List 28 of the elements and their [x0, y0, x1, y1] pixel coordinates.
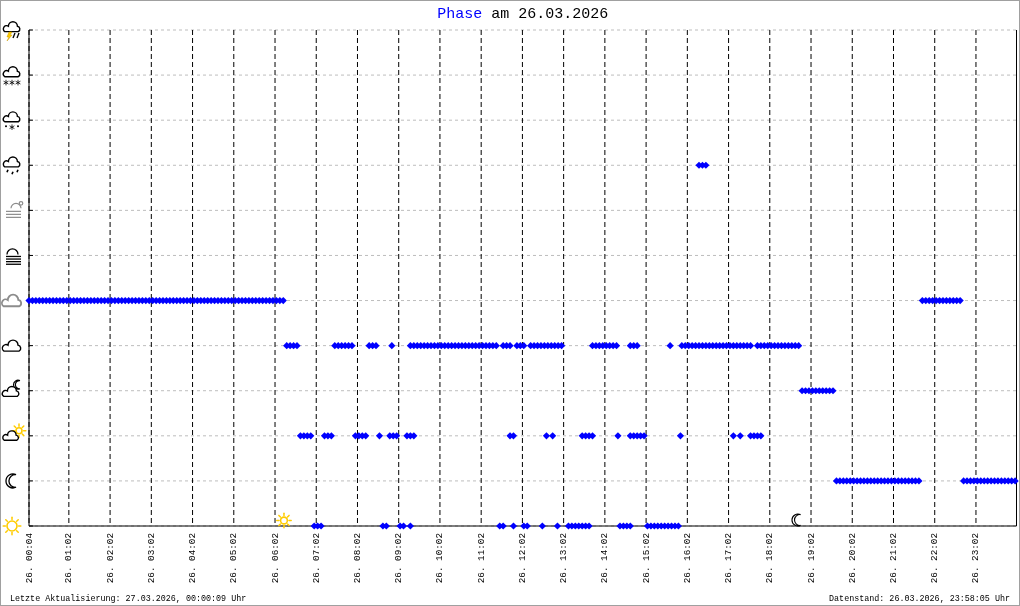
x-tick-label: 26. 19:02	[805, 533, 817, 584]
text: Datenstand: 26.03.2026, 23:58:05 Uhr	[829, 594, 1010, 604]
x-tick-label: 26. 18:02	[764, 533, 776, 584]
x-tick-label: 26. 03:02	[145, 533, 157, 584]
x-tick-label: 26. 02:02	[104, 533, 116, 584]
x-tick-label: 26. 17:02	[723, 533, 735, 584]
x-tick-label: 26. 11:02	[475, 533, 487, 584]
x-tick-label: 26. 09:02	[393, 533, 405, 584]
x-tick-label: 26. 23:02	[970, 533, 982, 584]
x-tick-label: 26. 21:02	[887, 533, 899, 584]
x-tick-label: 26. 04:02	[187, 533, 199, 584]
x-tick-label: 26. 07:02	[310, 533, 322, 584]
x-tick-label: 26. 12:02	[516, 533, 528, 584]
x-tick-label: 26. 05:02	[228, 533, 240, 584]
text: Letzte Aktualisierung: 27.03.2026, 00:00:09 Uhr	[10, 594, 247, 604]
x-tick-label: 26. 16:02	[681, 533, 693, 584]
x-tick-label: 26. 13:02	[558, 533, 570, 584]
x-tick-label: 26. 22:02	[929, 533, 941, 584]
x-tick-label: 26. 06:02	[269, 533, 281, 584]
x-tick-label: 26. 10:02	[434, 533, 446, 584]
x-tick-label: 26. 01:02	[63, 533, 75, 584]
x-tick-label: 26. 00:04	[23, 532, 35, 584]
x-tick-label: 26. 20:02	[846, 533, 858, 584]
text: Phase	[437, 6, 483, 23]
x-tick-label: 26. 15:02	[640, 533, 652, 584]
x-tick-label: 26. 08:02	[351, 533, 363, 584]
chart-title: am 26.03.2026	[491, 6, 609, 23]
x-tick-label: 26. 14:02	[599, 533, 611, 584]
